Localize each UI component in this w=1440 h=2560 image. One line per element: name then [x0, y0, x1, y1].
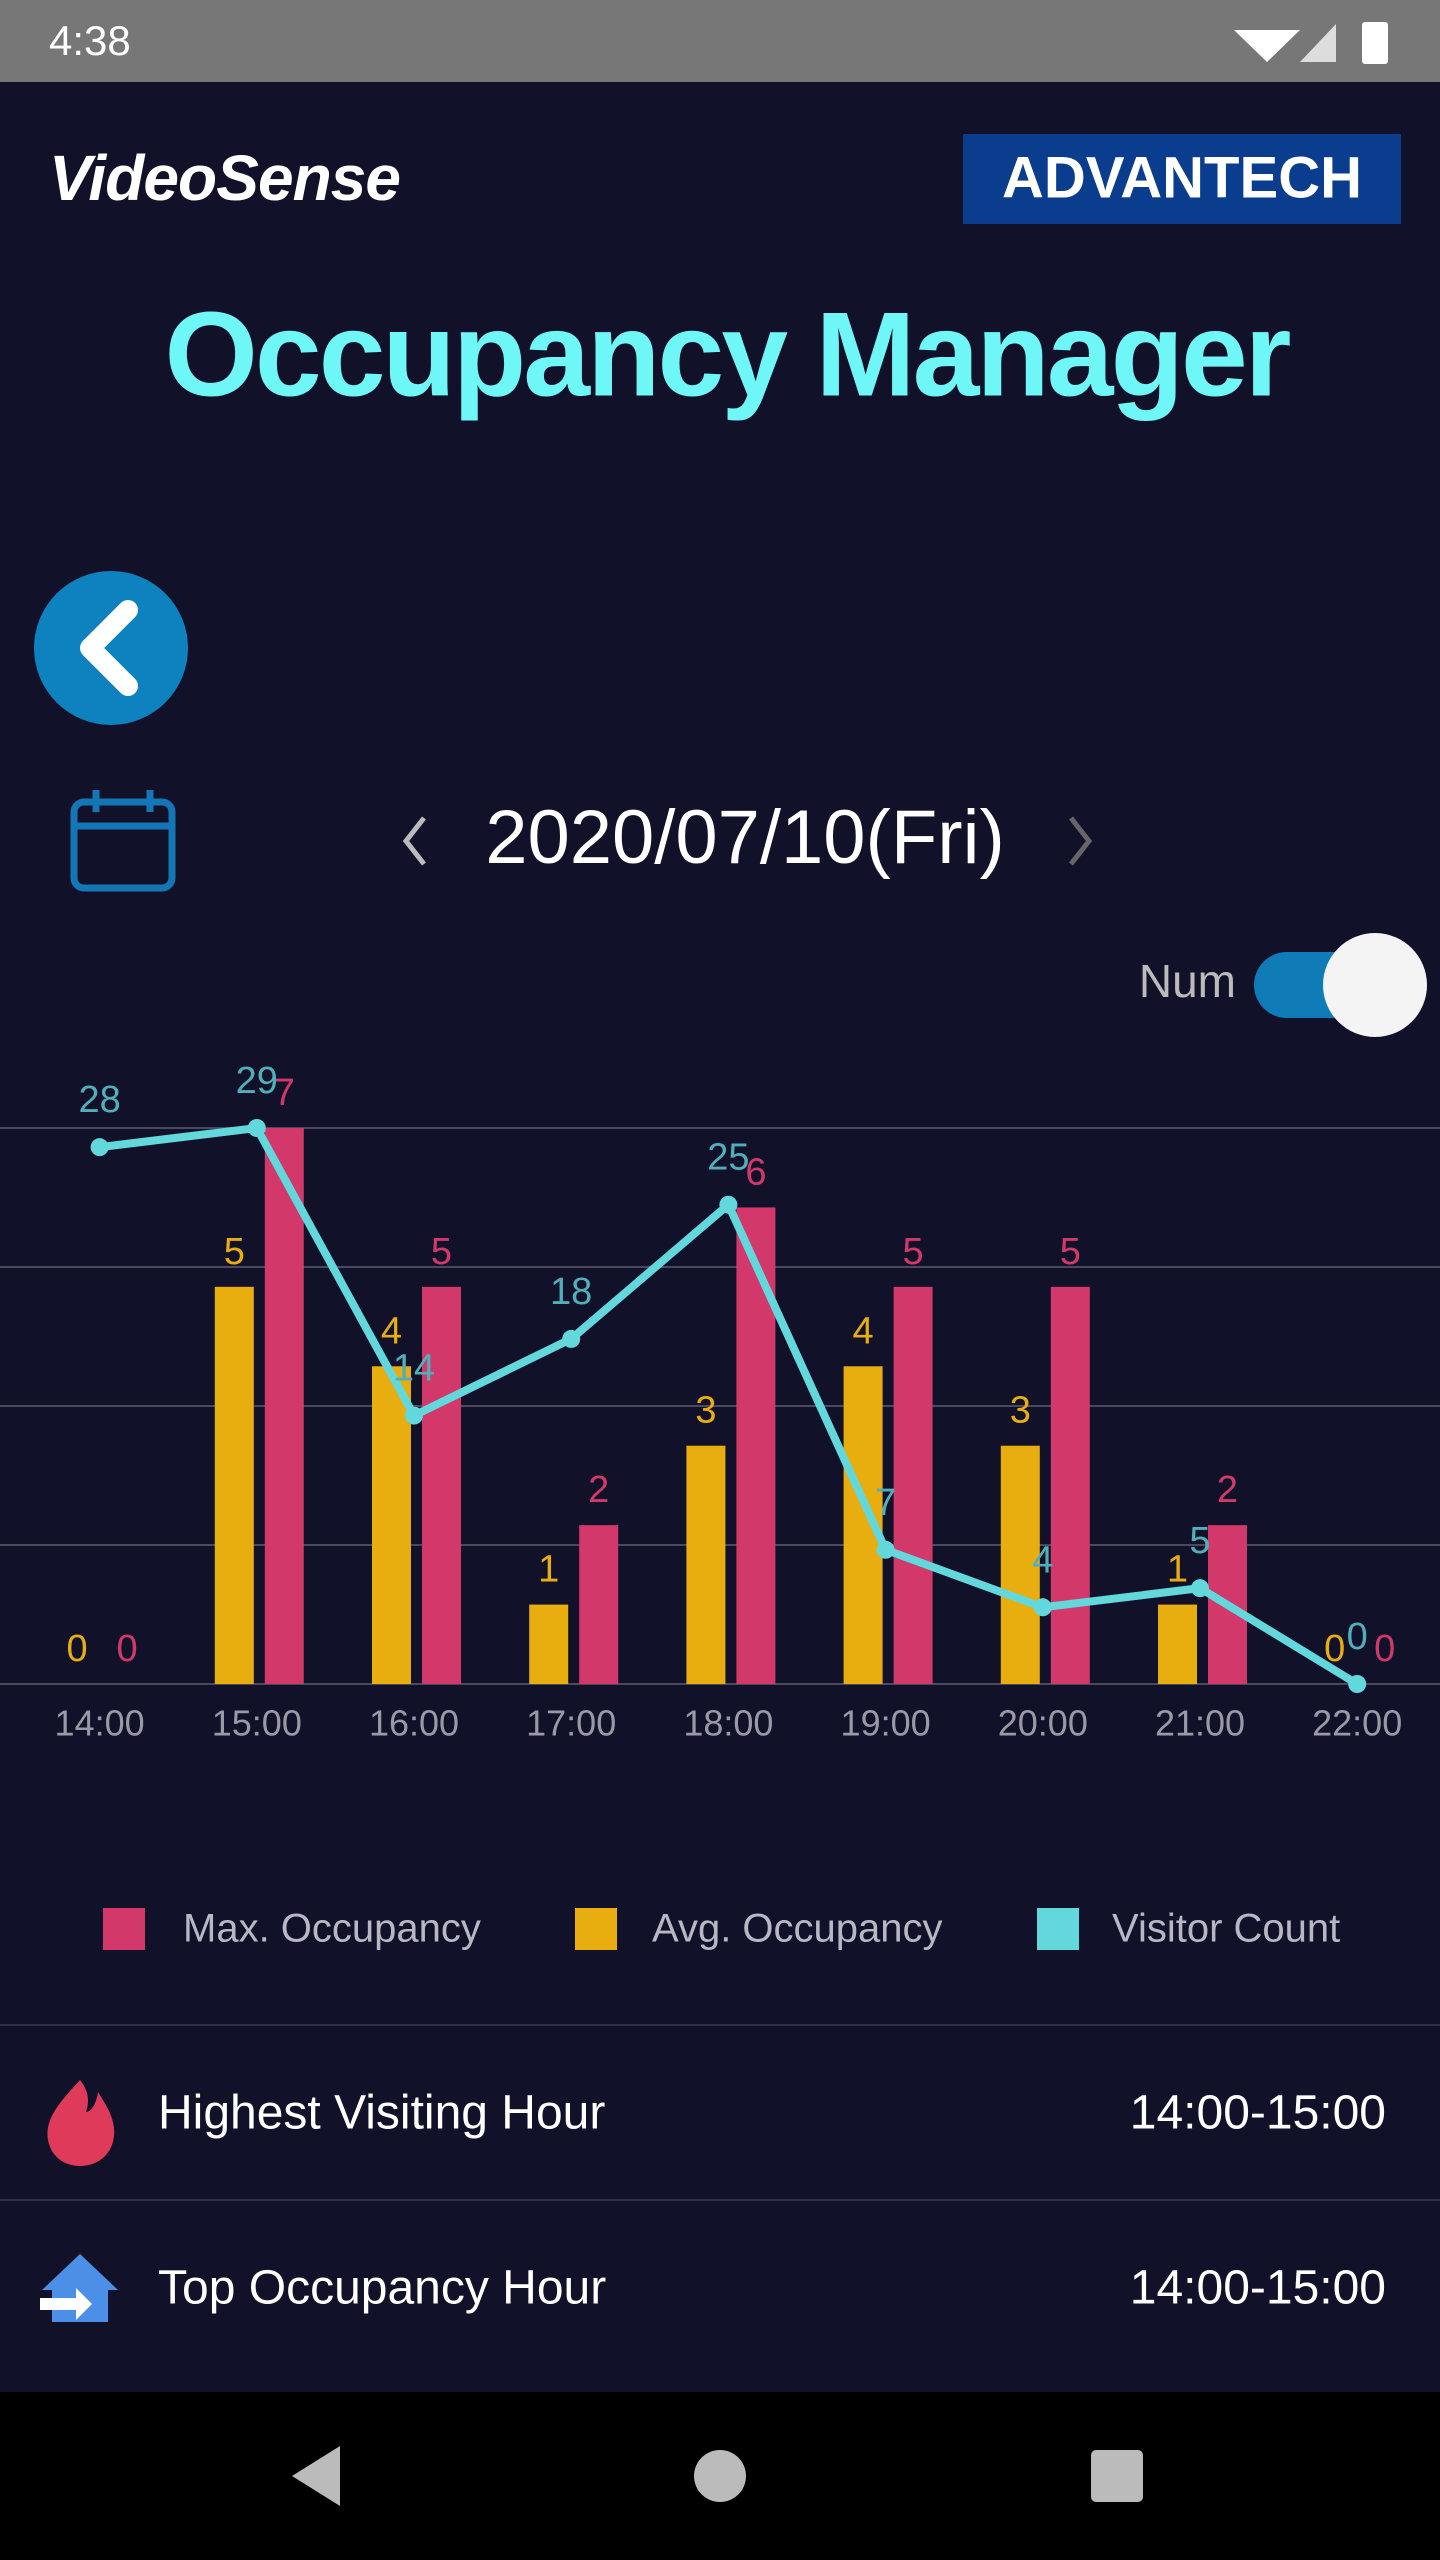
- x-tick-label: 14:00: [55, 1703, 145, 1744]
- signal-icon: [1300, 24, 1336, 62]
- line-point: [90, 1138, 109, 1157]
- data-label: 5: [903, 1231, 924, 1273]
- x-tick-label: 20:00: [998, 1703, 1088, 1744]
- line-point: [562, 1329, 581, 1348]
- page-title: Occupancy Manager: [165, 288, 1292, 422]
- data-label: 1: [538, 1549, 559, 1591]
- back-button[interactable]: [34, 571, 188, 725]
- bar: [1158, 1604, 1197, 1684]
- next-day[interactable]: [1069, 816, 1093, 866]
- status-bar: [0, 0, 1440, 82]
- nav-back[interactable]: [292, 2446, 340, 2506]
- stat-value: 14:00-15:00: [1130, 2262, 1386, 2315]
- data-label: 6: [745, 1151, 766, 1193]
- x-tick-label: 22:00: [1312, 1703, 1402, 1744]
- data-label: 29: [236, 1060, 278, 1102]
- x-tick-label: 16:00: [369, 1703, 459, 1744]
- x-tick-label: 21:00: [1155, 1703, 1245, 1744]
- line-point: [1191, 1579, 1209, 1598]
- bar: [686, 1445, 726, 1684]
- bar: [736, 1207, 776, 1684]
- legend-swatch: [103, 1908, 145, 1950]
- data-label: 4: [381, 1310, 402, 1352]
- line-point: [719, 1195, 738, 1214]
- x-tick-label: 19:00: [841, 1703, 931, 1744]
- data-label: 5: [431, 1231, 452, 1273]
- bar: [529, 1604, 569, 1684]
- data-label: 5: [1060, 1231, 1081, 1273]
- legend-label: Avg. Occupancy: [652, 1907, 943, 1951]
- status-time: 4:38: [49, 17, 131, 64]
- num-toggle[interactable]: [1254, 933, 1427, 1037]
- data-label: 1: [1167, 1549, 1188, 1591]
- bar: [579, 1525, 619, 1684]
- toggle-label: Num: [1139, 955, 1236, 1007]
- stat-label: Highest Visiting Hour: [158, 2087, 605, 2140]
- data-label: 4: [1032, 1539, 1053, 1581]
- legend-swatch: [575, 1908, 617, 1950]
- bar: [264, 1128, 304, 1684]
- prev-day[interactable]: [402, 816, 426, 866]
- data-label: 2: [588, 1469, 609, 1511]
- data-label: 25: [707, 1137, 749, 1179]
- back-chevron[interactable]: [80, 600, 138, 696]
- data-label: 4: [853, 1310, 874, 1352]
- legend-swatch: [1037, 1908, 1079, 1950]
- bar: [1000, 1445, 1040, 1684]
- logo: ADVANTECH: [1002, 145, 1362, 210]
- bar: [1050, 1286, 1090, 1684]
- calendar-button[interactable]: [70, 790, 176, 892]
- data-label: 0: [1374, 1628, 1395, 1670]
- data-label: 28: [78, 1079, 120, 1121]
- data-label: 0: [117, 1628, 138, 1670]
- x-tick-label: 18:00: [683, 1703, 773, 1744]
- line-point: [247, 1119, 266, 1137]
- data-label: 0: [67, 1628, 88, 1670]
- toggle-knob[interactable]: [1323, 933, 1427, 1037]
- data-label: 0: [1347, 1616, 1368, 1658]
- logo-box: [963, 134, 1401, 224]
- legend-label: Visitor Count: [1112, 1907, 1340, 1951]
- enter-arrow: [40, 2288, 92, 2320]
- legend-label: Max. Occupancy: [183, 1907, 481, 1951]
- data-label: 14: [393, 1348, 435, 1390]
- x-tick-label: 15:00: [212, 1703, 302, 1744]
- data-label: 7: [274, 1072, 295, 1114]
- data-label: 2: [1217, 1469, 1238, 1511]
- brand: VideoSense: [49, 142, 401, 214]
- bar: [422, 1286, 461, 1684]
- data-label: 0: [1324, 1628, 1345, 1670]
- line-point: [1033, 1598, 1052, 1617]
- x-tick-label: 17:00: [526, 1703, 616, 1744]
- line-point: [1348, 1675, 1367, 1693]
- data-label: 5: [224, 1231, 245, 1273]
- stat-value: 14:00-15:00: [1130, 2087, 1386, 2140]
- chart: 14:00 15:00 16:00 17:00 18:00 19:00 20:00 21:00…: [0, 1060, 1440, 1951]
- line-point: [876, 1540, 895, 1559]
- battery-icon: [1362, 22, 1388, 64]
- nav-recents[interactable]: [1091, 2450, 1143, 2502]
- fire-icon: [47, 2080, 115, 2166]
- data-label: 3: [695, 1390, 716, 1432]
- wifi-icon: [1234, 30, 1300, 62]
- data-label: 7: [875, 1482, 896, 1524]
- back-circle[interactable]: [34, 571, 188, 725]
- line-point: [405, 1406, 423, 1425]
- data-label: 18: [550, 1271, 592, 1313]
- stat-label: Top Occupancy Hour: [158, 2262, 606, 2315]
- date-label: 2020/07/10(Fri): [485, 795, 1005, 880]
- data-label: 3: [1010, 1390, 1031, 1432]
- bar: [372, 1366, 411, 1684]
- bar: [893, 1286, 933, 1684]
- bar: [214, 1286, 254, 1684]
- data-label: 5: [1189, 1520, 1210, 1562]
- calendar-icon[interactable]: [70, 798, 176, 892]
- nav-home[interactable]: [694, 2450, 746, 2502]
